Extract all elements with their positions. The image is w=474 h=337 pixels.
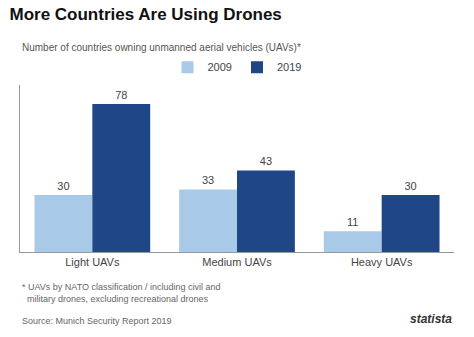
svg-text:Heavy UAVs: Heavy UAVs (351, 256, 413, 268)
svg-text:Source: Munich Security Report: Source: Munich Security Report 2019 (22, 316, 172, 326)
svg-text:2019: 2019 (277, 61, 301, 73)
svg-text:43: 43 (260, 155, 272, 167)
svg-text:Number of countries owning unm: Number of countries owning unmanned aeri… (22, 42, 301, 53)
svg-text:30: 30 (404, 180, 416, 192)
svg-text:Light UAVs: Light UAVs (65, 256, 120, 268)
svg-text:2009: 2009 (208, 61, 232, 73)
svg-text:statista: statista (410, 312, 452, 326)
svg-text:78: 78 (115, 89, 127, 101)
svg-text:Medium UAVs: Medium UAVs (202, 256, 272, 268)
svg-text:* UAVs by NATO classification: * UAVs by NATO classification / includin… (22, 282, 221, 304)
svg-text:30: 30 (57, 180, 69, 192)
svg-text:11: 11 (347, 216, 358, 228)
svg-text:33: 33 (202, 174, 214, 186)
svg-text:More Countries Are Using Drone: More Countries Are Using Drones (9, 5, 281, 24)
